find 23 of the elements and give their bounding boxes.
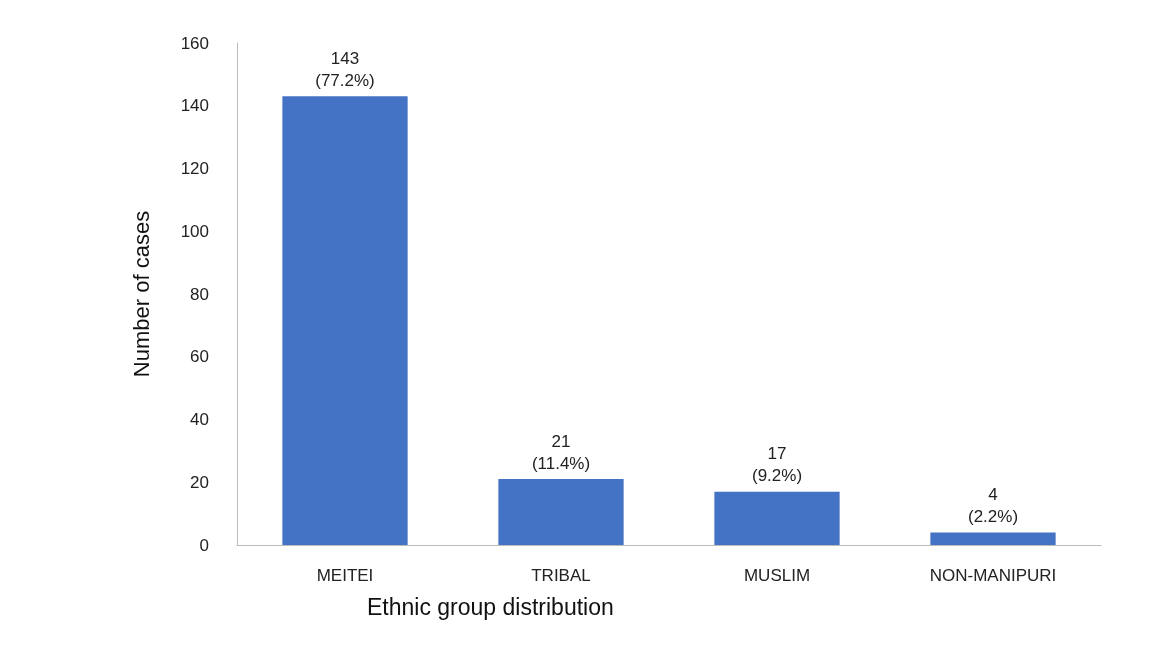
y-axis-title: Number of cases: [128, 210, 154, 378]
x-tick-label: MUSLIM: [743, 566, 811, 585]
y-tick-label: 20: [190, 472, 209, 492]
y-tick-label: 160: [180, 33, 209, 53]
data-label: 4 (2.2%): [967, 484, 1019, 526]
bar: [498, 479, 624, 545]
data-label: 21 (11.4%): [531, 431, 591, 473]
data-label: 143 (77.2%): [315, 48, 375, 90]
y-tick-label: 120: [180, 159, 209, 178]
y-tick-label: 60: [190, 347, 209, 367]
x-tick-label: MEITEI: [316, 566, 374, 585]
y-tick-label: 0: [199, 535, 209, 555]
data-label: 17 (9.2%): [751, 444, 803, 486]
x-tick-label: TRIBAL: [531, 566, 591, 585]
x-tick-label: NON-MANIPURI: [929, 566, 1057, 585]
y-tick-label: 80: [190, 284, 209, 304]
x-axis-title: Ethnic group distribution: [367, 593, 614, 620]
bar: [714, 491, 840, 545]
bar: [930, 532, 1056, 545]
y-tick-label: 140: [180, 96, 209, 116]
bar: [282, 96, 408, 545]
y-tick-label: 100: [180, 221, 209, 241]
y-tick-label: 40: [190, 410, 209, 429]
